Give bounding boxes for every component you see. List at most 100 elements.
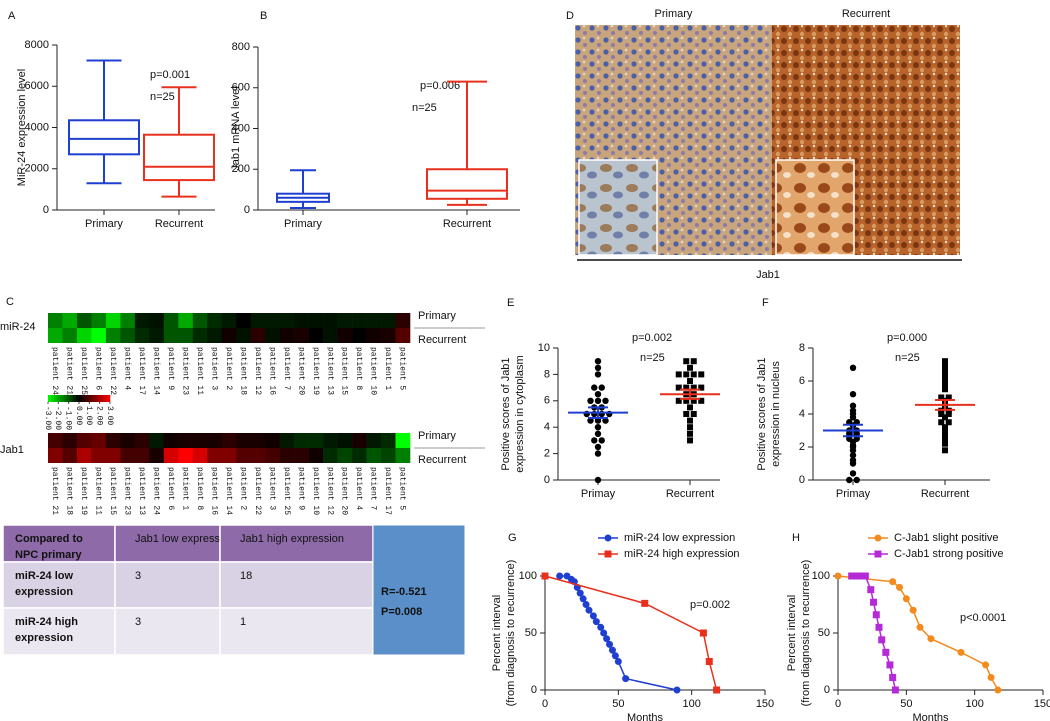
column-label: patient 1 <box>180 467 189 510</box>
heat-cell <box>76 313 92 328</box>
column-label: patient 1 <box>383 347 392 390</box>
cell-text: 18 <box>240 570 252 582</box>
point <box>855 572 862 580</box>
heat-cell <box>236 448 252 463</box>
point <box>945 411 952 417</box>
heat-cell <box>221 328 237 343</box>
x-tick-label: Primary <box>284 218 322 230</box>
heat-cell <box>308 313 324 328</box>
point <box>942 378 948 384</box>
column-label: patient 10 <box>311 467 320 515</box>
point <box>608 646 616 654</box>
scale-swatch <box>54 395 58 402</box>
heat-cell <box>279 448 295 463</box>
point <box>942 358 948 365</box>
column-label: patient 19 <box>311 347 320 395</box>
column-label: patient 19 <box>79 467 88 515</box>
scale-swatch <box>97 395 101 402</box>
point <box>891 686 899 694</box>
annotation: p=0.000 <box>887 332 927 344</box>
heat-cell <box>192 433 208 448</box>
point <box>587 397 594 404</box>
point <box>594 430 602 437</box>
heat-cell <box>366 313 382 328</box>
heat-cell <box>221 313 237 328</box>
heat-cell <box>207 313 223 328</box>
point <box>594 424 602 431</box>
column-label: patient 9 <box>296 467 305 510</box>
table-cell <box>114 561 221 609</box>
y-tick-label: 0 <box>531 684 537 696</box>
scale-swatch <box>100 395 105 402</box>
scale-swatch <box>94 395 98 402</box>
column-label: patient 13 <box>137 467 146 515</box>
heat-cell <box>337 313 353 328</box>
column-label: patient 7 <box>369 467 378 510</box>
y-tick-label: 6 <box>799 375 805 387</box>
annotation: p=0.002 <box>690 599 730 611</box>
heat-cell <box>120 448 136 463</box>
point <box>683 397 690 404</box>
heat-cell <box>120 328 136 343</box>
heat-cell <box>134 328 150 343</box>
point <box>687 378 693 384</box>
column-label: patient 3 <box>209 347 218 390</box>
box <box>68 119 140 156</box>
scale-swatch <box>75 395 80 402</box>
table-side <box>372 524 466 656</box>
heat-cell <box>395 448 411 463</box>
column-label: patient 2 <box>224 347 233 390</box>
header-cell-text: Compared to NPC primary <box>15 533 83 561</box>
point <box>878 636 886 644</box>
heat-cell <box>337 433 353 448</box>
heat-cell <box>279 313 295 328</box>
point <box>896 583 903 591</box>
point <box>942 382 948 389</box>
column-label: patient 18 <box>238 347 247 395</box>
heat-cell <box>48 448 63 463</box>
x-tick-label: 50 <box>900 698 912 710</box>
point <box>870 598 878 606</box>
point <box>673 686 681 694</box>
point <box>683 371 690 378</box>
heat-cell <box>381 328 396 343</box>
heat-cell <box>178 328 194 343</box>
y-axis-label: Jab1 mRNA level <box>230 86 242 170</box>
point <box>598 437 605 444</box>
annotation: n=25 <box>895 352 920 364</box>
heat-cell <box>265 448 280 463</box>
legend-swatch <box>874 550 882 558</box>
scale-swatch <box>106 395 111 402</box>
point <box>867 586 875 594</box>
table-cell <box>2 561 116 609</box>
heat-cell <box>62 433 78 448</box>
heat-cell <box>250 328 266 343</box>
heat-cell <box>105 328 121 343</box>
point <box>945 419 952 426</box>
table-cell <box>219 561 374 609</box>
heat-cell <box>294 313 309 328</box>
legend-swatch <box>874 534 882 542</box>
column-label: patient 20 <box>340 467 349 515</box>
point <box>576 589 584 597</box>
legend-swatch <box>604 550 612 558</box>
y-tick-label: 200 <box>232 163 250 175</box>
y-axis-label: expression in cytoplasm <box>514 355 526 472</box>
column-label: patient 3 <box>267 467 276 510</box>
point <box>675 397 682 404</box>
point <box>592 618 600 626</box>
cell-text: 3 <box>135 570 141 582</box>
point <box>594 358 602 365</box>
x-tick-label: Primay <box>836 488 871 500</box>
heat-cell <box>352 433 367 448</box>
heat-cell <box>250 313 266 328</box>
heat-cell <box>192 313 208 328</box>
point <box>872 611 880 619</box>
point <box>690 371 697 378</box>
point <box>690 358 697 365</box>
point <box>849 460 857 467</box>
heat-cell <box>207 433 223 448</box>
heat-cell <box>279 433 295 448</box>
scale-swatch <box>88 395 92 402</box>
heat-cell <box>149 328 165 343</box>
